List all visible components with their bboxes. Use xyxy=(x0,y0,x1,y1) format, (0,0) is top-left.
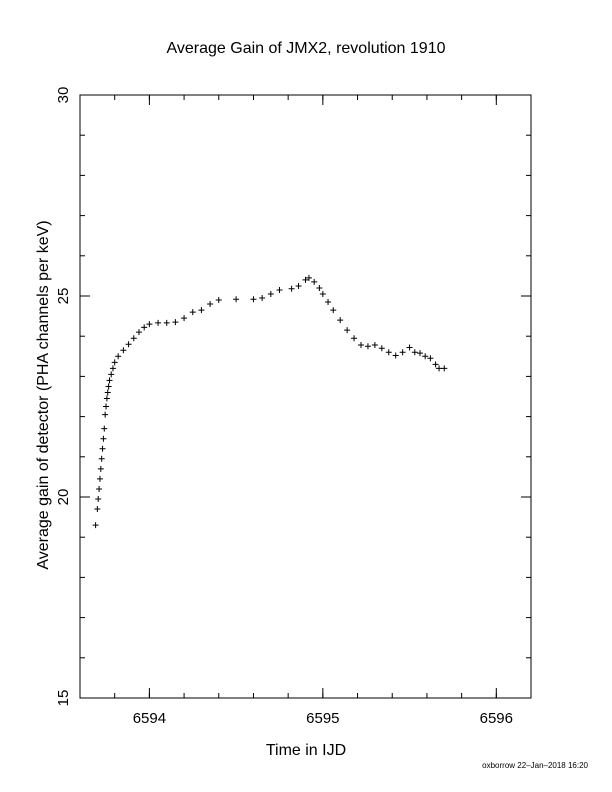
data-point xyxy=(130,335,137,342)
data-point xyxy=(330,307,337,314)
data-point xyxy=(288,285,295,292)
data-point xyxy=(358,342,365,349)
data-point xyxy=(337,317,344,324)
data-point xyxy=(163,319,170,326)
y-axis-label: Average gain of detector (PHA channels p… xyxy=(35,220,52,569)
data-point xyxy=(189,309,196,316)
data-point xyxy=(392,352,399,359)
data-point xyxy=(259,295,266,302)
data-point xyxy=(305,274,312,281)
data-point xyxy=(316,284,323,291)
data-point xyxy=(399,349,406,356)
data-point xyxy=(97,465,104,472)
data-point xyxy=(102,411,109,418)
data-point xyxy=(207,301,214,308)
plot-frame xyxy=(79,94,532,699)
data-point xyxy=(371,342,378,349)
data-point xyxy=(98,455,105,462)
data-point xyxy=(325,299,332,306)
data-point xyxy=(364,343,371,350)
data-point xyxy=(441,365,448,372)
data-point xyxy=(267,290,274,297)
x-axis-label: Time in IJD xyxy=(266,742,346,759)
data-point xyxy=(181,315,188,322)
data-point xyxy=(115,353,122,360)
y-tick-label: 15 xyxy=(55,690,72,707)
data-point xyxy=(108,371,115,378)
data-point xyxy=(101,425,108,432)
axis-tick-labels: 6594 6595 6596 15 20 25 30 xyxy=(55,87,513,727)
data-point xyxy=(95,496,102,503)
data-point xyxy=(135,329,142,336)
data-point xyxy=(406,344,413,351)
data-point xyxy=(104,389,111,396)
data-point xyxy=(141,324,148,331)
data-point xyxy=(96,485,103,492)
data-point xyxy=(103,403,110,410)
data-point xyxy=(351,335,358,342)
data-point xyxy=(378,345,385,352)
data-point xyxy=(422,353,429,360)
data-point xyxy=(311,278,318,285)
data-point xyxy=(302,276,309,283)
x-tick-label: 6595 xyxy=(306,710,339,727)
data-point xyxy=(100,435,107,442)
data-point xyxy=(427,355,434,362)
y-tick-label: 25 xyxy=(55,288,72,305)
data-point xyxy=(105,383,112,390)
data-point xyxy=(319,290,326,297)
data-point xyxy=(106,377,113,384)
chart-title: Average Gain of JMX2, revolution 1910 xyxy=(167,40,446,57)
data-point xyxy=(233,296,240,303)
y-tick-label: 20 xyxy=(55,489,72,506)
data-point xyxy=(215,297,222,304)
data-point xyxy=(295,282,302,289)
data-point xyxy=(92,522,99,529)
data-point xyxy=(94,506,101,513)
x-tick-label: 6596 xyxy=(480,710,513,727)
data-point xyxy=(432,361,439,368)
data-point xyxy=(111,359,118,366)
data-point xyxy=(103,395,110,402)
y-tick-label: 30 xyxy=(55,87,72,104)
data-point xyxy=(99,445,106,452)
data-point xyxy=(155,319,162,326)
data-point xyxy=(436,365,443,372)
axis-ticks xyxy=(79,94,532,699)
data-point xyxy=(411,349,418,356)
data-point xyxy=(172,319,179,326)
data-point xyxy=(250,296,257,303)
footer-stamp: oxborrow 22–Jan–2018 16:20 xyxy=(482,761,588,770)
data-point xyxy=(109,365,116,372)
data-point xyxy=(416,350,423,357)
data-point xyxy=(198,307,205,314)
data-point xyxy=(125,341,132,348)
data-point xyxy=(385,349,392,356)
data-point xyxy=(96,475,103,482)
data-point xyxy=(146,321,153,328)
data-point xyxy=(276,286,283,293)
data-point xyxy=(344,327,351,334)
data-point xyxy=(120,347,127,354)
data-points xyxy=(92,274,448,529)
x-tick-label: 6594 xyxy=(133,710,166,727)
